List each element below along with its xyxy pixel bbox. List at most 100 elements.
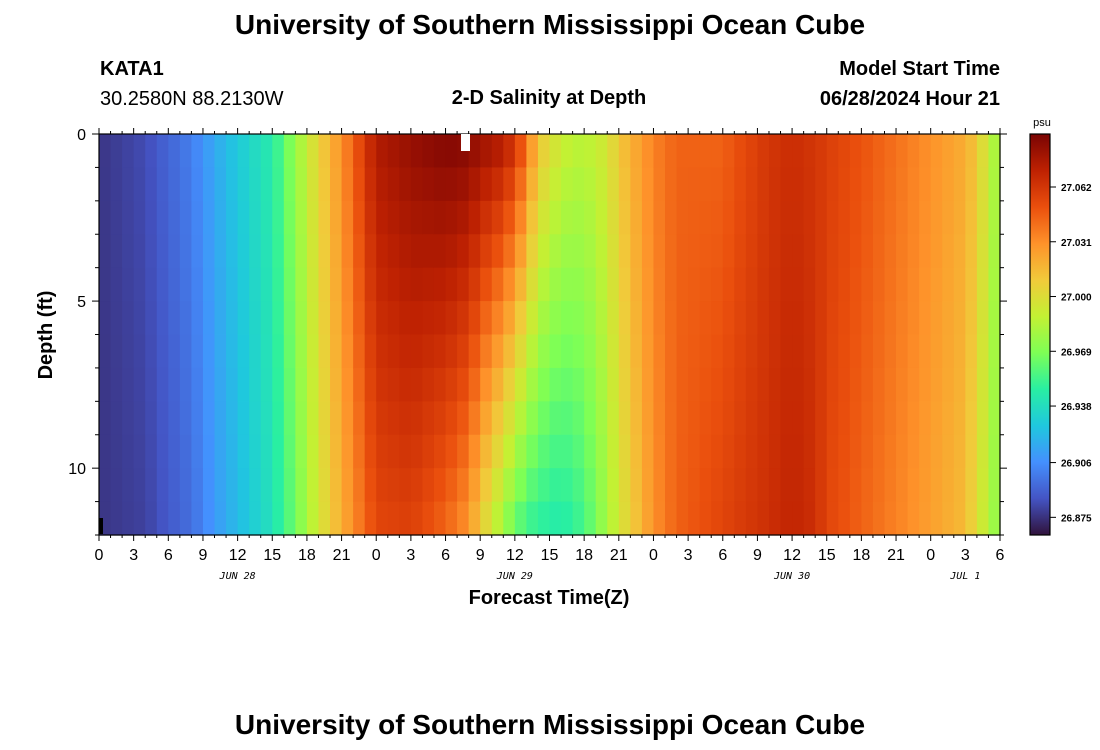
heatmap-cell: [133, 234, 146, 269]
heatmap-cell: [722, 134, 735, 169]
heatmap-cell: [330, 468, 343, 503]
heatmap-cell: [399, 401, 412, 436]
heatmap-cell: [272, 501, 285, 536]
heatmap-cell: [272, 234, 285, 269]
heatmap-cell: [676, 334, 689, 369]
heatmap-cell: [422, 401, 435, 436]
heatmap-cell: [468, 301, 481, 336]
heatmap-cell: [272, 468, 285, 503]
heatmap-cell: [988, 367, 1001, 402]
heatmap-cell: [884, 501, 897, 536]
heatmap-cell: [410, 267, 424, 302]
heatmap-cell: [422, 434, 435, 469]
heatmap-cell: [988, 434, 1001, 469]
y-tick-label: 5: [77, 294, 86, 311]
heatmap-cell: [699, 234, 712, 269]
heatmap-cell: [364, 334, 377, 369]
heatmap-cell: [122, 167, 135, 202]
heatmap-cell: [503, 134, 516, 169]
heatmap-cell: [306, 401, 320, 436]
heatmap-cell: [561, 167, 574, 202]
heatmap-cell: [549, 301, 562, 336]
heatmap-cell: [722, 434, 735, 469]
heatmap-cell: [526, 367, 539, 402]
heatmap-cell: [306, 301, 320, 336]
heatmap-cell: [815, 134, 828, 169]
heatmap-cell: [630, 334, 643, 369]
heatmap-cell: [168, 401, 181, 436]
heatmap-cell: [872, 434, 886, 469]
heatmap-cell: [110, 334, 123, 369]
heatmap-cell: [561, 301, 574, 336]
heatmap-cell: [237, 334, 250, 369]
heatmap-cell: [341, 334, 354, 369]
heatmap-cell: [133, 401, 146, 436]
heatmap-cell: [919, 468, 932, 503]
heatmap-cell: [907, 301, 920, 336]
heatmap-cell: [214, 501, 227, 536]
heatmap-cell: [976, 301, 990, 336]
heatmap-cell: [283, 301, 296, 336]
heatmap-cell: [410, 200, 424, 235]
heatmap-cell: [803, 267, 816, 302]
heatmap-cell: [514, 468, 527, 503]
heatmap-cell: [907, 200, 920, 235]
heatmap-cell: [745, 367, 759, 402]
heatmap-cell: [387, 167, 400, 202]
heatmap-cell: [318, 501, 331, 536]
heatmap-cell: [99, 234, 112, 269]
heatmap-cell: [480, 267, 493, 302]
heatmap-cell: [376, 234, 389, 269]
heatmap-cell: [653, 267, 666, 302]
heatmap-cell: [630, 234, 643, 269]
heatmap-cell: [318, 200, 331, 235]
heatmap-cell: [376, 501, 389, 536]
x-tick-label: 6: [996, 547, 1005, 564]
heatmap-cell: [433, 434, 447, 469]
heatmap-cell: [792, 234, 805, 269]
heatmap-cell: [237, 434, 250, 469]
heatmap-cell: [526, 434, 539, 469]
heatmap-cell: [976, 200, 990, 235]
heatmap-cell: [433, 134, 447, 169]
heatmap-cell: [306, 134, 320, 169]
heatmap-cell: [191, 501, 204, 536]
heatmap-cell: [491, 434, 504, 469]
heatmap-cell: [734, 468, 747, 503]
heatmap-cell: [145, 401, 158, 436]
x-tick-label: 21: [887, 547, 905, 564]
heatmap-cell: [965, 134, 978, 169]
heatmap-cell: [734, 134, 747, 169]
heatmap-cell: [549, 401, 562, 436]
heatmap-cell: [919, 234, 932, 269]
heatmap-cell: [549, 367, 562, 402]
heatmap-cell: [226, 501, 239, 536]
heatmap-cell: [110, 367, 123, 402]
heatmap-cell: [341, 134, 354, 169]
heatmap-cell: [872, 267, 886, 302]
station-coordinates: 30.2580N 88.2130W: [100, 88, 284, 110]
heatmap-cell: [468, 134, 481, 169]
heatmap-cell: [884, 134, 897, 169]
heatmap-cell: [988, 468, 1001, 503]
heatmap-cell: [503, 234, 516, 269]
heatmap-cell: [168, 267, 181, 302]
heatmap-cell: [584, 501, 597, 536]
heatmap-cell: [919, 401, 932, 436]
heatmap-cell: [849, 134, 862, 169]
heatmap-cell: [179, 468, 193, 503]
heatmap-cell: [514, 234, 527, 269]
heatmap-cell: [330, 234, 343, 269]
heatmap-cell: [815, 434, 828, 469]
heatmap-cell: [387, 267, 400, 302]
heatmap-cell: [584, 301, 597, 336]
heatmap-cell: [526, 501, 539, 536]
x-tick-label: 3: [129, 547, 138, 564]
marker-top: [461, 134, 470, 151]
heatmap-cell: [514, 200, 527, 235]
heatmap-cell: [665, 200, 678, 235]
heatmap-cell: [283, 501, 296, 536]
heatmap-cell: [907, 167, 920, 202]
heatmap-cell: [514, 401, 527, 436]
heatmap-cell: [457, 468, 470, 503]
